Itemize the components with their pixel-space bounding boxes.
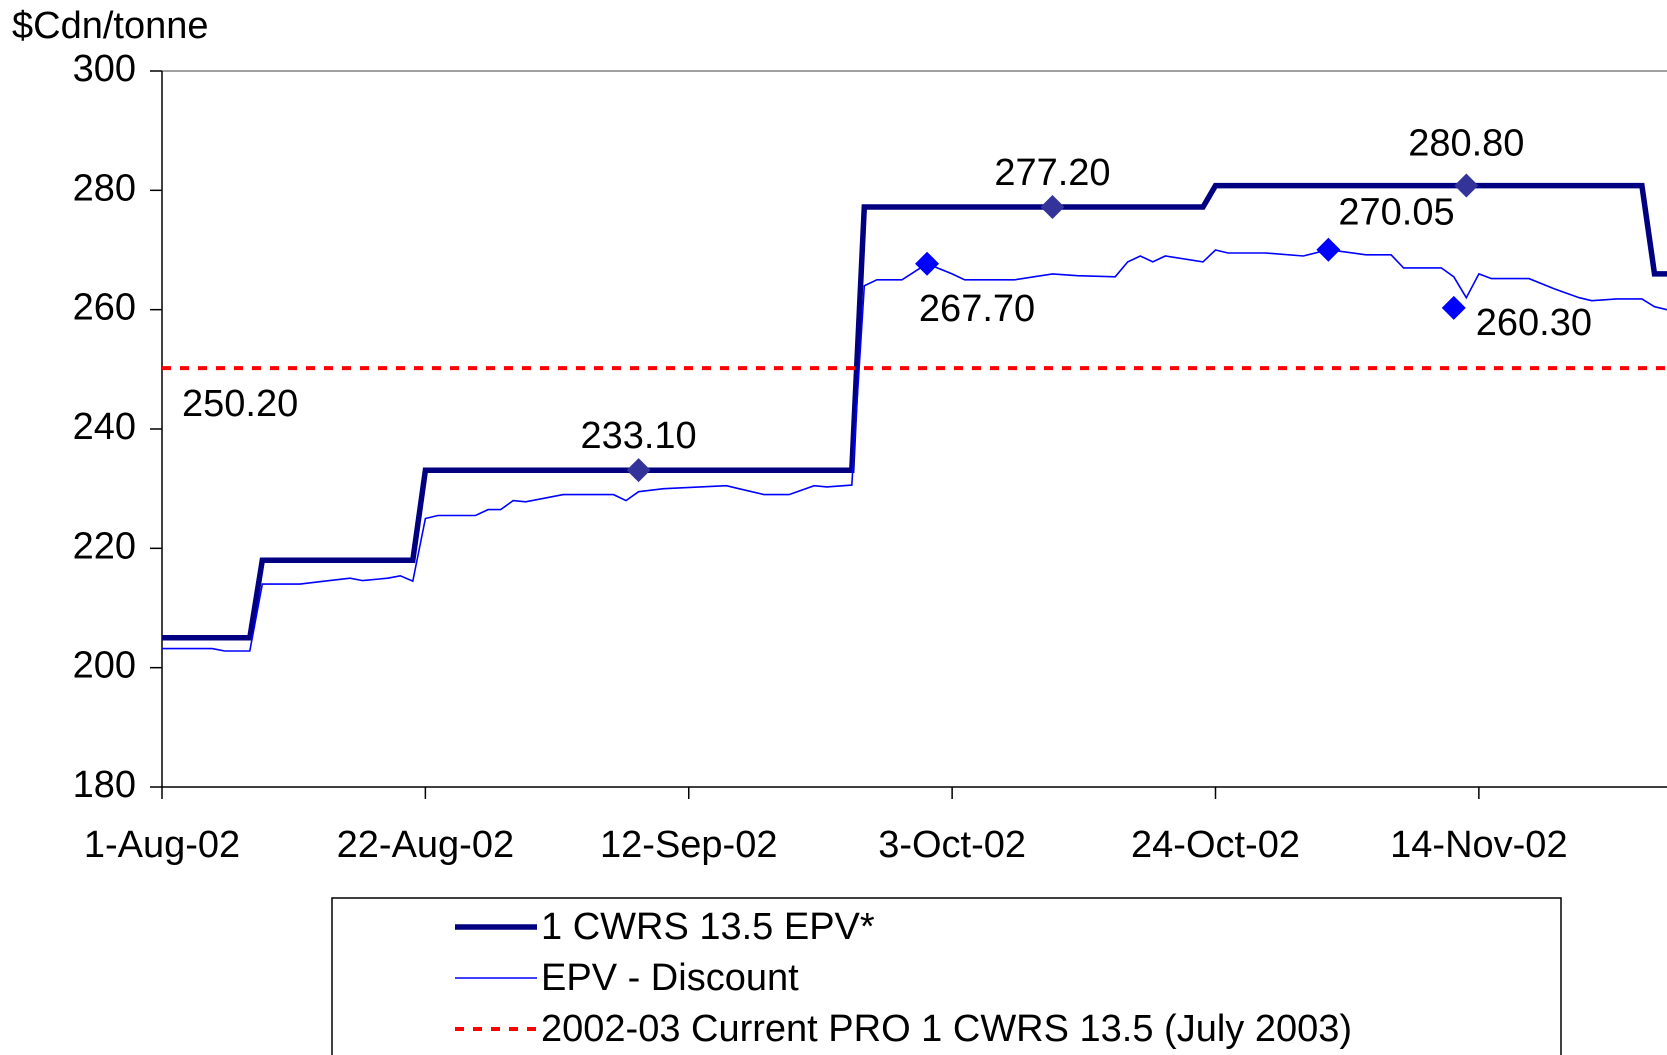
data-label: 277.20: [994, 152, 1110, 194]
series-line: [162, 182, 1667, 641]
marker: [1454, 173, 1479, 198]
data-label: 250.20: [182, 383, 298, 425]
data-label: 270.05: [1338, 192, 1454, 234]
marker: [915, 251, 940, 276]
x-tick-label: 14-Nov-02: [1390, 824, 1567, 866]
y-tick-label: 240: [73, 406, 136, 448]
legend-box: [331, 897, 1562, 1055]
y-tick-label: 220: [73, 525, 136, 567]
y-tick-label: 280: [73, 167, 136, 209]
data-label: 260.30: [1476, 302, 1592, 344]
y-tick-label: 260: [73, 287, 136, 329]
x-tick-label: 22-Aug-02: [337, 824, 514, 866]
x-tick-label: 1-Aug-02: [84, 824, 240, 866]
marker: [1441, 295, 1466, 320]
marker: [626, 458, 651, 483]
data-label: 280.80: [1408, 123, 1524, 165]
legend-label: EPV - Discount: [541, 957, 799, 999]
x-tick-label: 12-Sep-02: [600, 824, 777, 866]
y-tick-label: 300: [73, 48, 136, 90]
legend-label: 2002-03 Current PRO 1 CWRS 13.5 (July 20…: [541, 1008, 1352, 1050]
y-tick-label: 200: [73, 645, 136, 687]
marker: [1316, 237, 1341, 262]
y-axis-label: $Cdn/tonne: [12, 5, 209, 47]
marker: [1040, 195, 1065, 220]
x-tick-label: 3-Oct-02: [878, 824, 1026, 866]
data-label: 233.10: [580, 415, 696, 457]
data-label: 267.70: [919, 288, 1035, 330]
series-line: [162, 248, 1667, 652]
x-tick-label: 24-Oct-02: [1131, 824, 1300, 866]
legend-label: 1 CWRS 13.5 EPV*: [541, 906, 875, 948]
y-tick-label: 180: [73, 764, 136, 806]
